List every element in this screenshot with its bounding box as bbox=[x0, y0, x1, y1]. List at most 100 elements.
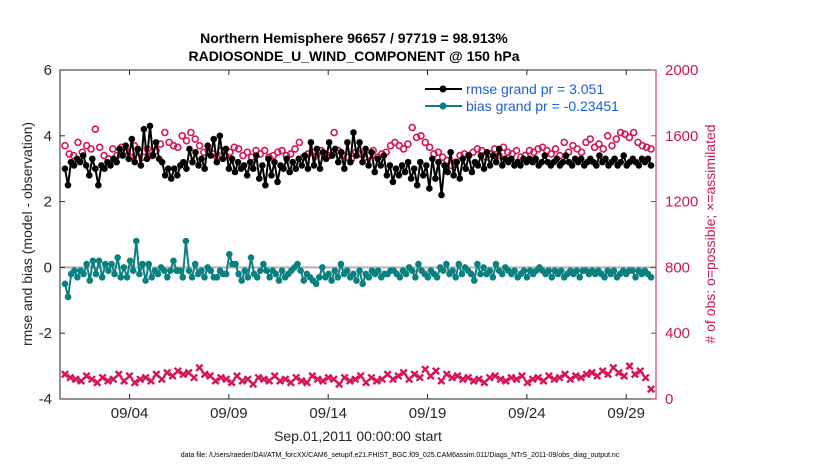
rmse-point bbox=[362, 145, 369, 153]
obs-assimilated-point bbox=[410, 370, 419, 379]
bias-point bbox=[142, 277, 149, 284]
rmse-point bbox=[483, 148, 491, 156]
rmse-point bbox=[644, 155, 652, 163]
obs-assimilated-point bbox=[71, 375, 80, 384]
obs-assimilated-point bbox=[275, 376, 285, 385]
bias-point bbox=[132, 237, 140, 245]
obs-assimilated-point bbox=[442, 370, 451, 379]
rmse-point bbox=[167, 175, 175, 182]
bias-point bbox=[412, 273, 419, 281]
bias-point bbox=[213, 273, 221, 281]
obs-assimilated-point bbox=[211, 376, 220, 385]
rmse-point bbox=[161, 171, 169, 179]
obs-assimilated-point bbox=[200, 370, 209, 379]
rmse-point bbox=[444, 168, 451, 176]
rmse-point bbox=[459, 155, 467, 163]
obs-possible-point bbox=[69, 151, 78, 160]
rmse-point bbox=[453, 158, 460, 166]
rmse-point bbox=[246, 158, 254, 166]
bias-point bbox=[433, 273, 441, 281]
rmse-point bbox=[456, 175, 464, 182]
rmse-point bbox=[325, 139, 333, 146]
obs-assimilated-point bbox=[125, 371, 134, 381]
rmse-point bbox=[274, 178, 281, 186]
bias-point bbox=[272, 270, 280, 278]
bias-point bbox=[402, 270, 410, 278]
legend-bias-label: bias grand pr = -0.23451 bbox=[466, 98, 619, 114]
rmse-point bbox=[337, 148, 345, 156]
bias-point bbox=[647, 273, 655, 281]
rmse-point bbox=[465, 152, 473, 159]
obs-assimilated-point bbox=[313, 375, 322, 384]
rmse-point bbox=[429, 155, 436, 163]
rmse-point bbox=[419, 171, 427, 179]
rmse-point bbox=[447, 148, 454, 156]
rmse-point bbox=[359, 158, 366, 166]
obs-assimilated-point bbox=[577, 373, 586, 382]
rmse-point bbox=[559, 158, 567, 166]
bias-point bbox=[105, 267, 112, 274]
rmse-point bbox=[596, 152, 603, 159]
rmse-point bbox=[213, 158, 221, 166]
rmse-point bbox=[189, 158, 196, 166]
rmse-point bbox=[295, 155, 303, 163]
rmse-point bbox=[271, 158, 278, 166]
bias-point bbox=[179, 273, 187, 281]
obs-possible-point bbox=[108, 145, 117, 153]
rmse-point bbox=[143, 155, 151, 163]
rmse-point bbox=[386, 162, 394, 169]
obs-assimilated-point bbox=[587, 368, 596, 377]
obs-possible-point bbox=[187, 128, 195, 137]
obs-assimilated-point bbox=[453, 371, 462, 381]
bias-point bbox=[185, 267, 193, 274]
rmse-point bbox=[249, 165, 257, 172]
obs-assimilated-point bbox=[351, 375, 360, 384]
obs-assimilated-point bbox=[630, 370, 639, 379]
bias-point bbox=[64, 293, 72, 301]
rmse-point bbox=[107, 162, 114, 169]
obs-possible-point bbox=[399, 145, 408, 153]
obs-possible-point bbox=[169, 141, 178, 150]
rmse-point bbox=[322, 155, 330, 163]
obs-assimilated-point bbox=[249, 380, 258, 389]
bias-point bbox=[548, 273, 556, 281]
obs-assimilated-point bbox=[238, 376, 247, 385]
rmse-point bbox=[88, 155, 96, 163]
obs-possible-point bbox=[616, 128, 625, 137]
bias-point bbox=[610, 267, 618, 274]
bias-point bbox=[154, 270, 162, 278]
rmse-point bbox=[204, 142, 211, 149]
rmse-point bbox=[577, 155, 585, 163]
bias-point bbox=[114, 254, 121, 261]
obs-assimilated-point bbox=[620, 371, 629, 381]
left-tick-label: 2 bbox=[44, 194, 52, 211]
obs-assimilated-point bbox=[136, 375, 145, 384]
rmse-point bbox=[611, 155, 618, 163]
obs-possible-point bbox=[330, 128, 338, 137]
rmse-point bbox=[113, 158, 120, 166]
obs-assimilated-point bbox=[646, 385, 656, 394]
obs-possible-point bbox=[421, 138, 430, 147]
right-axis: 0 400 800 1200 1600 2000 bbox=[651, 62, 698, 408]
rmse-point bbox=[368, 148, 375, 156]
bias-point bbox=[83, 260, 90, 268]
obs-possible-point bbox=[434, 148, 443, 157]
obs-assimilated-point bbox=[394, 371, 403, 381]
bias-point bbox=[455, 260, 463, 268]
obs-possible-point bbox=[65, 150, 74, 158]
rmse-point bbox=[347, 158, 354, 166]
x-tick-label: 09/04 bbox=[111, 405, 149, 422]
rmse-point bbox=[602, 155, 609, 163]
obs-possible-point bbox=[577, 148, 586, 157]
bias-point bbox=[244, 273, 252, 281]
legend-rmse-marker bbox=[439, 85, 447, 93]
bias-point bbox=[337, 260, 345, 268]
obs-possible-point bbox=[295, 138, 304, 147]
bias-point bbox=[129, 267, 137, 274]
obs-assimilated-point bbox=[297, 376, 306, 385]
left-tick-label: -2 bbox=[39, 325, 52, 342]
bias-point bbox=[300, 277, 308, 284]
rmse-point bbox=[228, 155, 236, 163]
bias-point bbox=[111, 270, 118, 278]
bias-point bbox=[474, 260, 481, 268]
